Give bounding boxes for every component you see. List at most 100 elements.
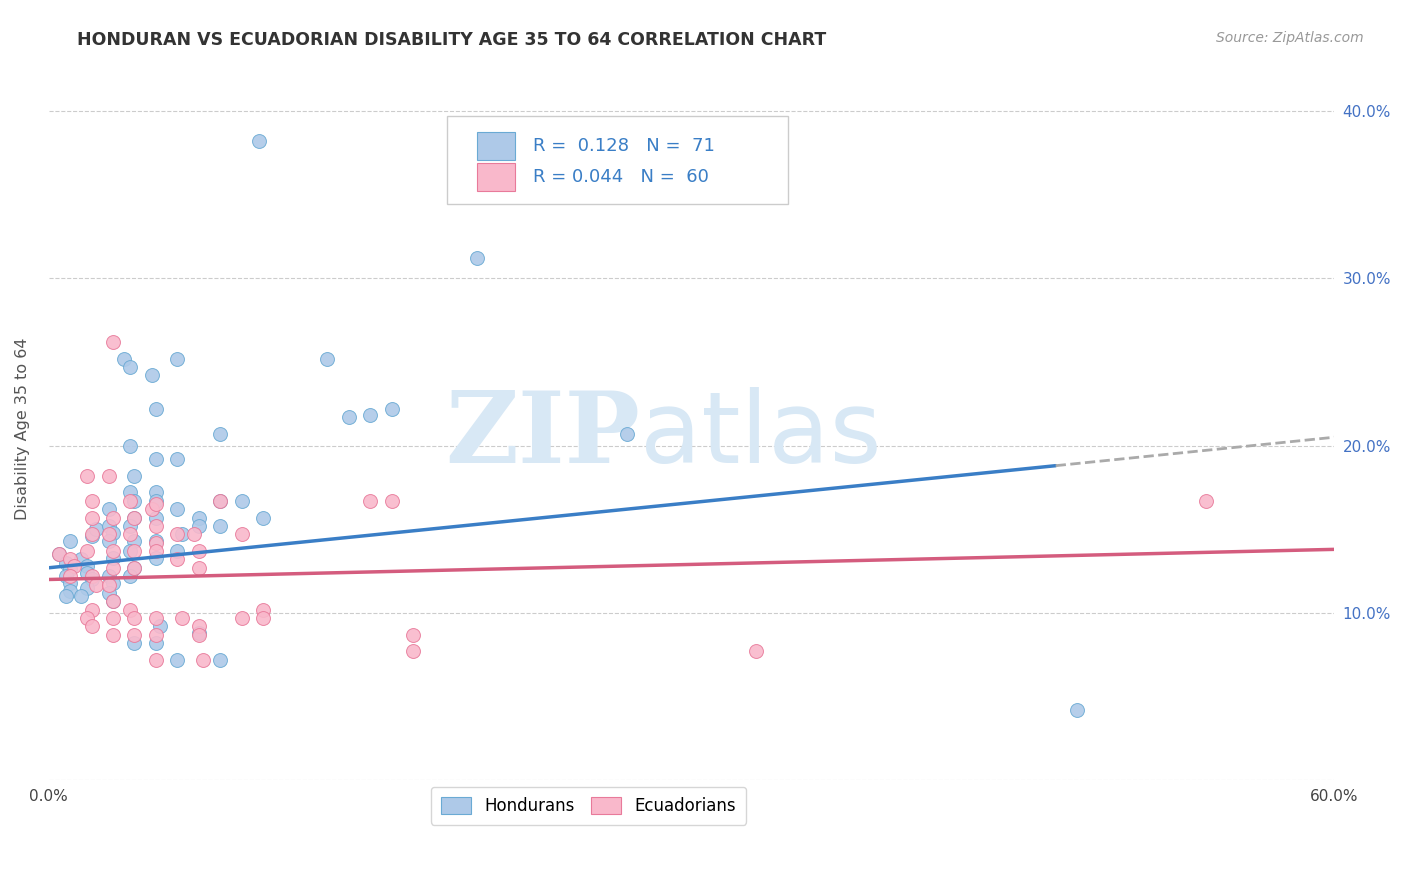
Point: [120, 359, 142, 374]
Point: [59, 533, 82, 548]
Point: [745, 644, 768, 658]
Point: [124, 544, 146, 558]
FancyBboxPatch shape: [477, 132, 516, 161]
Point: [80, 493, 103, 508]
Point: [120, 569, 142, 583]
Text: R = 0.044   N =  60: R = 0.044 N = 60: [533, 169, 709, 186]
Text: R =  0.128   N =  71: R = 0.128 N = 71: [533, 137, 716, 155]
Point: [1194, 493, 1216, 508]
Point: [191, 653, 214, 667]
Point: [76, 566, 98, 580]
Point: [59, 562, 82, 576]
Point: [124, 510, 146, 524]
Point: [166, 544, 188, 558]
FancyBboxPatch shape: [477, 163, 516, 191]
Point: [145, 611, 167, 625]
Point: [101, 525, 124, 540]
Point: [170, 611, 193, 625]
Point: [209, 519, 232, 533]
Point: [63, 559, 86, 574]
Point: [187, 626, 209, 640]
Point: [97, 586, 120, 600]
Point: [80, 602, 103, 616]
Point: [97, 569, 120, 583]
Point: [187, 628, 209, 642]
Point: [76, 611, 98, 625]
Point: [124, 468, 146, 483]
Point: [101, 550, 124, 565]
Point: [145, 519, 167, 533]
Point: [145, 497, 167, 511]
Point: [101, 561, 124, 575]
Text: atlas: atlas: [640, 387, 882, 484]
Point: [231, 493, 253, 508]
Point: [359, 409, 381, 423]
Point: [187, 510, 209, 524]
Point: [120, 439, 142, 453]
Point: [247, 134, 270, 148]
Point: [209, 493, 232, 508]
Point: [59, 584, 82, 599]
Point: [187, 544, 209, 558]
Point: [112, 351, 135, 366]
Point: [124, 628, 146, 642]
Point: [101, 334, 124, 349]
Point: [120, 493, 142, 508]
Point: [124, 493, 146, 508]
FancyBboxPatch shape: [447, 116, 787, 204]
Point: [59, 552, 82, 566]
Point: [80, 619, 103, 633]
Point: [70, 589, 93, 603]
Point: [187, 519, 209, 533]
Point: [145, 628, 167, 642]
Point: [120, 527, 142, 541]
Point: [101, 544, 124, 558]
Y-axis label: Disability Age 35 to 64: Disability Age 35 to 64: [15, 337, 30, 520]
Text: Source: ZipAtlas.com: Source: ZipAtlas.com: [1216, 31, 1364, 45]
Point: [402, 644, 425, 658]
Point: [76, 544, 98, 558]
Point: [120, 519, 142, 533]
Point: [145, 533, 167, 548]
Text: HONDURAN VS ECUADORIAN DISABILITY AGE 35 TO 64 CORRELATION CHART: HONDURAN VS ECUADORIAN DISABILITY AGE 35…: [77, 31, 827, 49]
Point: [187, 619, 209, 633]
Point: [402, 628, 425, 642]
Point: [141, 502, 163, 516]
Point: [124, 561, 146, 575]
Point: [465, 251, 488, 265]
Point: [616, 426, 638, 441]
Point: [55, 589, 77, 603]
Point: [97, 468, 120, 483]
Point: [80, 510, 103, 524]
Point: [48, 548, 70, 562]
Point: [55, 556, 77, 570]
Point: [209, 653, 232, 667]
Point: [59, 575, 82, 590]
Point: [145, 510, 167, 524]
Point: [170, 527, 193, 541]
Point: [166, 502, 188, 516]
Point: [166, 527, 188, 541]
Point: [166, 351, 188, 366]
Point: [252, 510, 274, 524]
Text: ZIP: ZIP: [446, 387, 640, 484]
Point: [120, 544, 142, 558]
Point: [145, 452, 167, 467]
Point: [97, 519, 120, 533]
Point: [209, 493, 232, 508]
Point: [59, 569, 82, 583]
Point: [48, 548, 70, 562]
Point: [120, 485, 142, 500]
Point: [145, 636, 167, 650]
Point: [124, 533, 146, 548]
Point: [76, 468, 98, 483]
Point: [231, 527, 253, 541]
Point: [80, 573, 103, 587]
Point: [124, 636, 146, 650]
Point: [359, 493, 381, 508]
Point: [145, 493, 167, 508]
Point: [166, 552, 188, 566]
Point: [120, 602, 142, 616]
Point: [252, 602, 274, 616]
Point: [80, 527, 103, 541]
